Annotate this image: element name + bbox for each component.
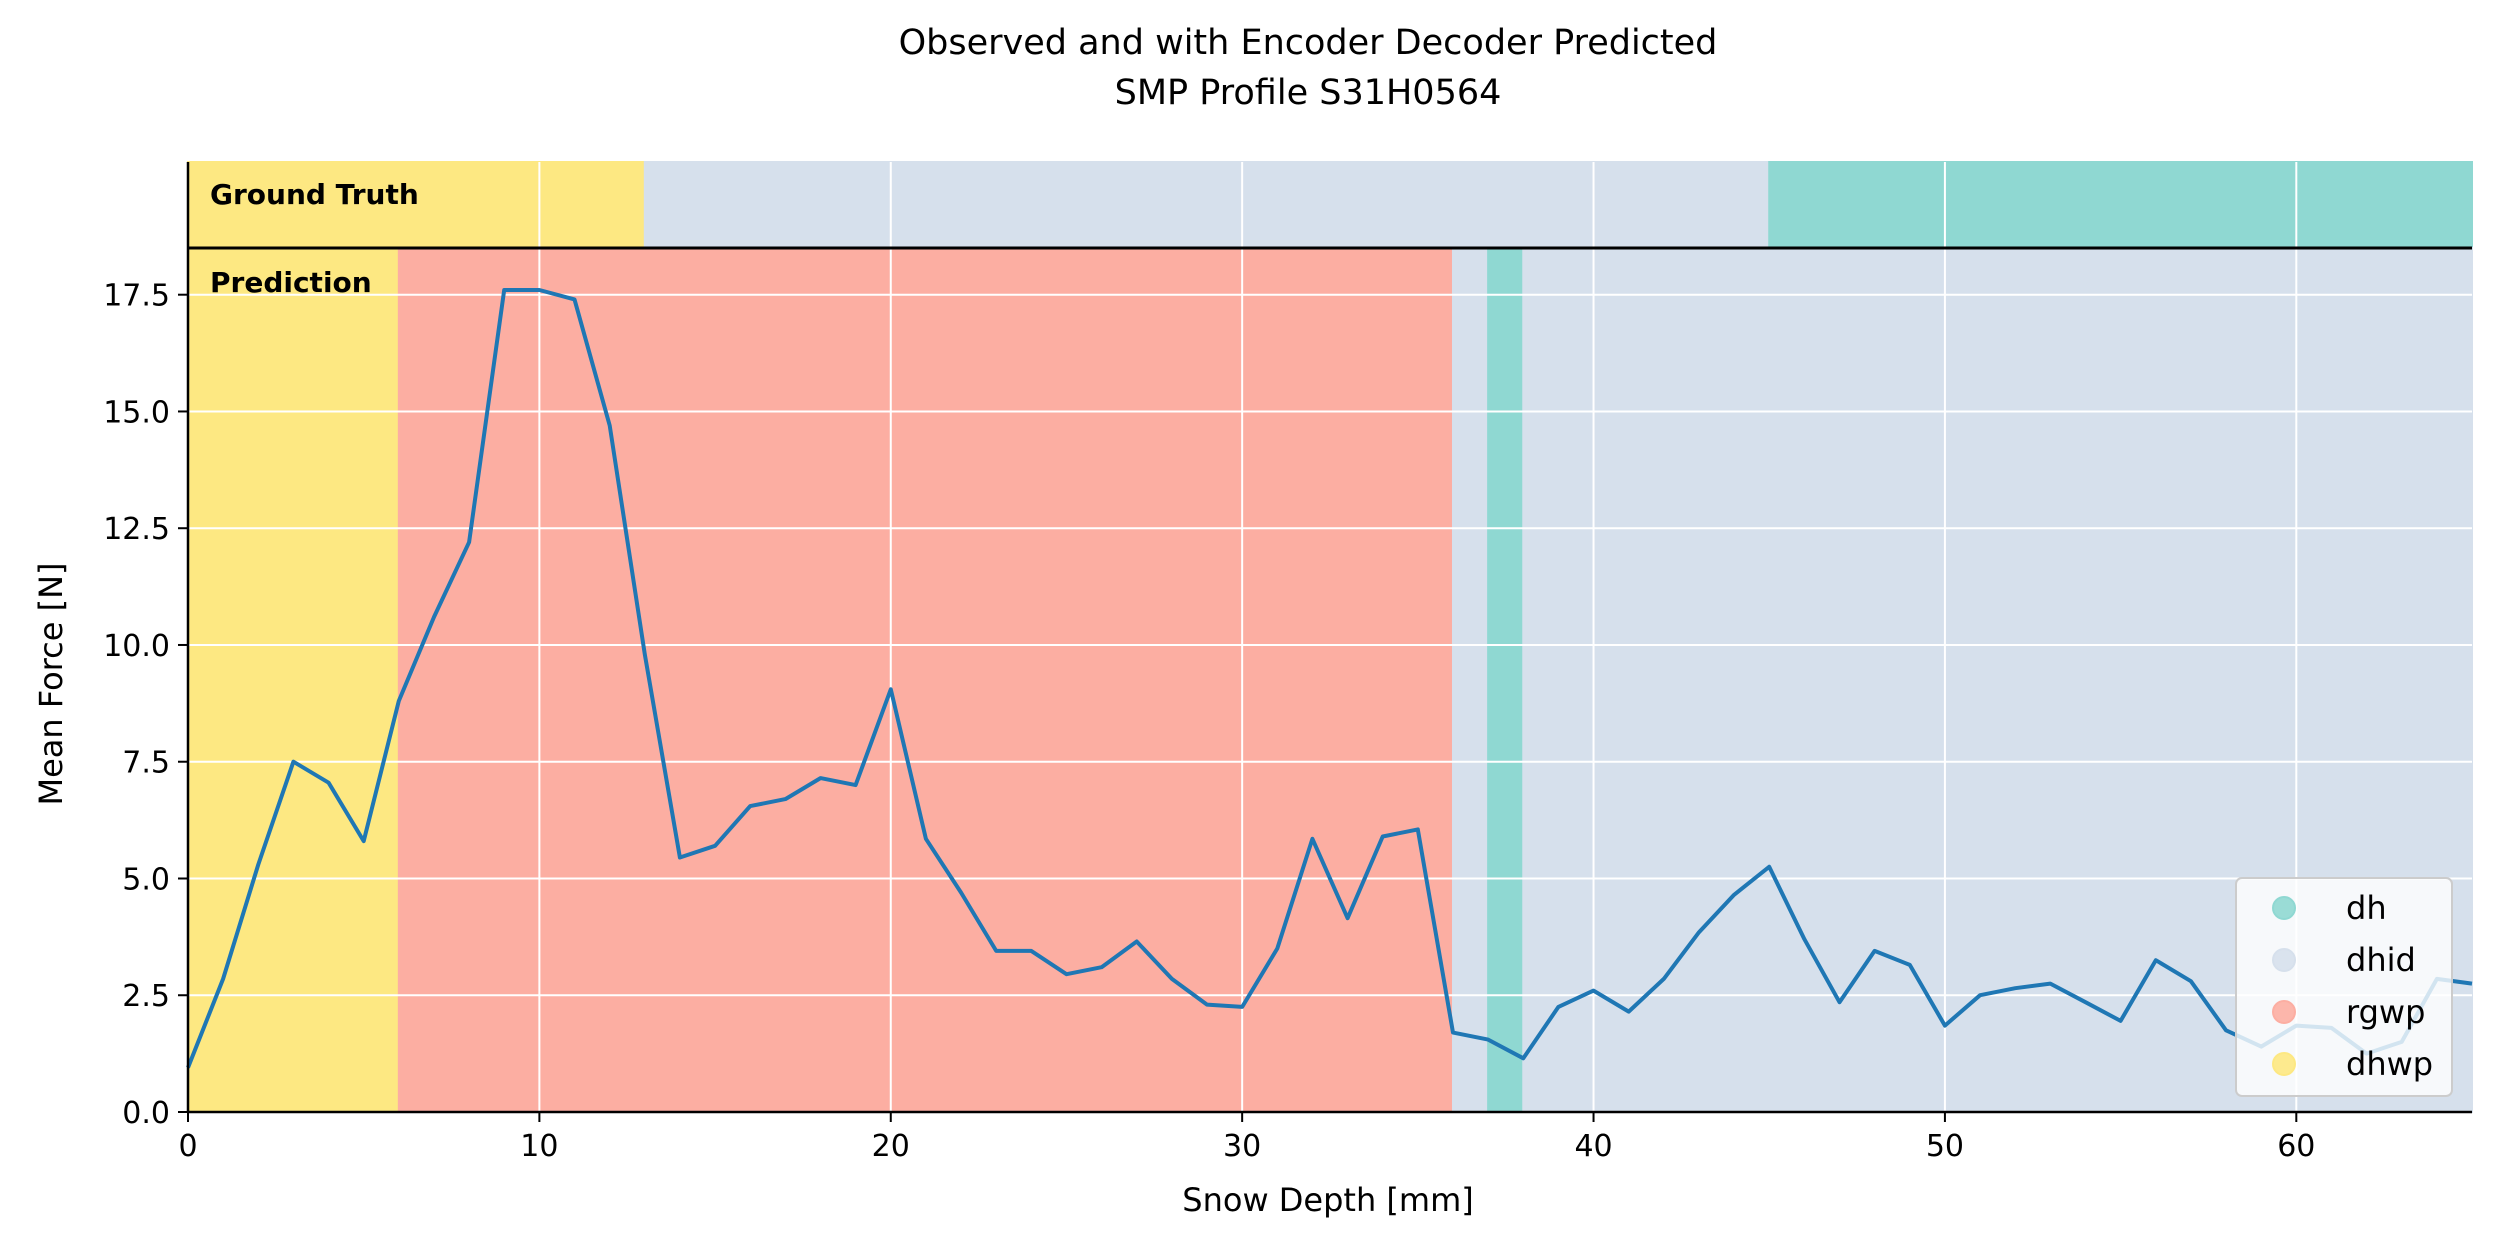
y-tick-label: 12.5 <box>103 512 170 547</box>
legend-label-dh: dh <box>2346 889 2387 927</box>
x-tick-label: 40 <box>1574 1129 1612 1164</box>
x-tick-label: 50 <box>1926 1129 1964 1164</box>
legend-box <box>2235 877 2453 1097</box>
axes <box>186 162 2472 1114</box>
prediction-band <box>187 247 2474 1113</box>
prediction-segment-rgwp <box>397 247 1454 1113</box>
prediction-segment-dh <box>1487 247 1525 1113</box>
legend-label-dhwp: dhwp <box>2346 1045 2433 1083</box>
y-tick-label: 0.0 <box>122 1096 170 1131</box>
x-tick-label: 0 <box>178 1129 197 1164</box>
prediction-segment-dhwp <box>187 247 400 1113</box>
x-ticks: 0 10 20 30 40 50 60 <box>178 1112 2315 1164</box>
x-tick-label: 10 <box>520 1129 558 1164</box>
ground-truth-segment-dhid <box>643 161 1771 249</box>
ground-truth-label: Ground Truth <box>210 178 419 211</box>
x-tick-label: 20 <box>872 1129 910 1164</box>
y-tick-label: 15.0 <box>103 395 170 430</box>
legend-marker-dh <box>2272 896 2296 920</box>
ground-truth-segment-dhwp <box>187 161 646 249</box>
y-axis-label: Mean Force [N] <box>32 562 70 805</box>
chart-title-line-1: Observed and with Encoder Decoder Predic… <box>899 23 1718 63</box>
chart-title-line-2: SMP Profile S31H0564 <box>1115 73 1502 113</box>
ground-truth-segment-dh <box>1768 161 2473 249</box>
y-tick-label: 7.5 <box>122 746 170 781</box>
legend-label-dhid: dhid <box>2346 941 2416 979</box>
ground-truth-band <box>187 161 2473 249</box>
legend-marker-dhwp <box>2272 1052 2296 1076</box>
mean-force-line <box>186 288 2473 1069</box>
y-ticks: 0.0 2.5 5.0 7.5 10.0 12.5 15.0 17.5 <box>103 279 188 1131</box>
legend-marker-rgwp <box>2272 1000 2296 1024</box>
grid-lines <box>188 162 2472 1112</box>
legend-label-rgwp: rgwp <box>2346 993 2425 1031</box>
prediction-segment-dhid <box>1451 247 1490 1113</box>
prediction-label: Prediction <box>210 266 372 299</box>
y-tick-label: 17.5 <box>103 279 170 314</box>
y-tick-label: 5.0 <box>122 862 170 897</box>
y-tick-label: 10.0 <box>103 629 170 664</box>
legend-marker-dhid <box>2272 948 2296 972</box>
x-tick-label: 30 <box>1223 1129 1261 1164</box>
x-tick-label: 60 <box>2277 1129 2315 1164</box>
y-tick-label: 2.5 <box>122 979 170 1014</box>
x-axis-label: Snow Depth [mm] <box>1182 1181 1473 1219</box>
legend: dh dhid rgwp dhwp <box>2235 877 2453 1097</box>
